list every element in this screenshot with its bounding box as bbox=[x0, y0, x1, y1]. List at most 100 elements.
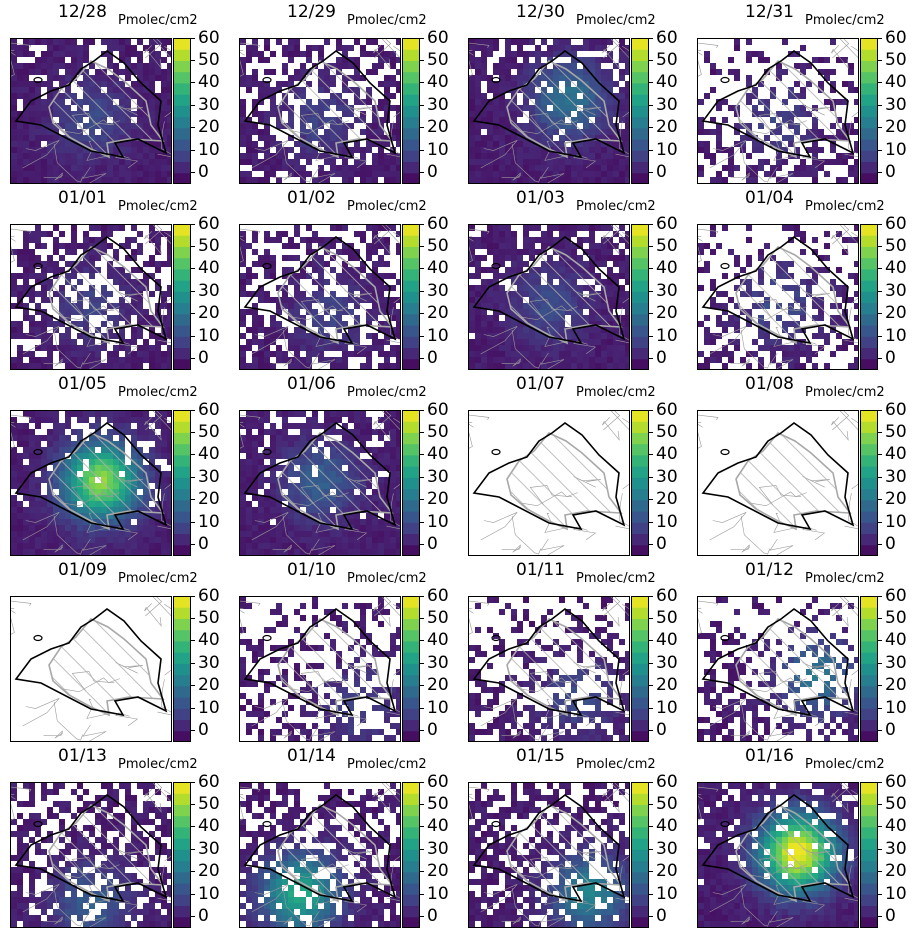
data-pixel bbox=[264, 117, 270, 123]
map-panel: 01/02 Pmolec/cm2 0 10 20 30 40 50 60 bbox=[229, 186, 459, 371]
data-pixel bbox=[547, 243, 553, 249]
data-pixel bbox=[475, 99, 481, 105]
data-pixel bbox=[155, 519, 161, 525]
data-pixel bbox=[53, 435, 59, 441]
data-pixel bbox=[276, 87, 282, 93]
data-pixel bbox=[384, 339, 390, 345]
data-pixel bbox=[95, 429, 101, 435]
data-pixel bbox=[384, 159, 390, 165]
colorbar-band bbox=[173, 302, 191, 315]
data-pixel bbox=[384, 333, 390, 339]
data-pixel bbox=[372, 249, 378, 255]
map-area bbox=[239, 38, 401, 184]
colorbar-band bbox=[173, 522, 191, 535]
data-pixel bbox=[499, 351, 505, 357]
data-pixel bbox=[300, 333, 306, 339]
colorbar-tick-text: 0 bbox=[198, 534, 209, 555]
data-pixel bbox=[613, 159, 619, 165]
data-pixel bbox=[583, 63, 589, 69]
data-pixel bbox=[107, 537, 113, 543]
data-pixel bbox=[23, 231, 29, 237]
colorbar-band bbox=[173, 116, 191, 129]
data-pixel bbox=[155, 477, 161, 483]
data-pixel bbox=[499, 57, 505, 63]
data-pixel bbox=[529, 345, 535, 351]
data-pixel bbox=[125, 165, 131, 171]
data-pixel bbox=[276, 285, 282, 291]
data-pixel bbox=[354, 345, 360, 351]
data-pixel bbox=[746, 153, 752, 159]
data-pixel bbox=[300, 165, 306, 171]
data-pixel bbox=[264, 345, 270, 351]
data-pixel bbox=[505, 177, 511, 183]
data-pixel bbox=[312, 153, 318, 159]
data-pixel bbox=[396, 309, 400, 315]
data-pixel bbox=[728, 57, 734, 63]
data-pixel bbox=[607, 93, 613, 99]
data-pixel bbox=[716, 303, 722, 309]
data-pixel bbox=[523, 225, 529, 231]
data-pixel bbox=[264, 153, 270, 159]
panel-date-title: 01/03 bbox=[516, 188, 565, 208]
data-pixel bbox=[318, 423, 324, 429]
data-pixel bbox=[264, 237, 270, 243]
panel-date-title: 01/05 bbox=[58, 374, 107, 394]
lake-outline bbox=[33, 262, 43, 270]
data-pixel bbox=[270, 447, 276, 453]
data-pixel bbox=[155, 435, 161, 441]
data-pixel bbox=[607, 87, 613, 93]
data-pixel bbox=[348, 447, 354, 453]
data-pixel bbox=[41, 459, 47, 465]
data-pixel bbox=[372, 345, 378, 351]
data-pixel bbox=[167, 363, 171, 369]
data-pixel bbox=[240, 129, 246, 135]
data-pixel bbox=[547, 357, 553, 363]
data-pixel bbox=[47, 363, 53, 369]
data-pixel bbox=[499, 75, 505, 81]
data-pixel bbox=[282, 453, 288, 459]
data-pixel bbox=[824, 267, 830, 273]
data-pixel bbox=[553, 45, 559, 51]
data-pixel bbox=[11, 153, 17, 159]
colorbar-band bbox=[860, 257, 878, 270]
data-pixel bbox=[324, 423, 330, 429]
data-pixel bbox=[396, 495, 400, 501]
data-pixel bbox=[607, 111, 613, 117]
data-pixel bbox=[704, 261, 710, 267]
data-pixel bbox=[276, 123, 282, 129]
data-pixel bbox=[583, 363, 589, 369]
data-pixel bbox=[848, 129, 854, 135]
data-pixel bbox=[499, 117, 505, 123]
data-pixel bbox=[65, 45, 71, 51]
data-pixel bbox=[125, 417, 131, 423]
data-pixel bbox=[137, 345, 143, 351]
data-pixel bbox=[29, 465, 35, 471]
data-pixel bbox=[23, 243, 29, 249]
colorbar-tick-label: 60 bbox=[191, 401, 220, 419]
data-pixel bbox=[282, 447, 288, 453]
data-pixel bbox=[613, 153, 619, 159]
data-pixel bbox=[848, 171, 854, 177]
data-pixel bbox=[854, 129, 858, 135]
data-pixel bbox=[107, 63, 113, 69]
data-pixel bbox=[306, 435, 312, 441]
data-pixel bbox=[59, 147, 65, 153]
data-pixel bbox=[469, 93, 475, 99]
data-pixel bbox=[125, 63, 131, 69]
data-pixel bbox=[89, 177, 95, 183]
data-pixel bbox=[41, 129, 47, 135]
data-pixel bbox=[318, 57, 324, 63]
colorbar-ticks: 0 10 20 30 40 50 60 bbox=[878, 215, 918, 370]
data-pixel bbox=[758, 357, 764, 363]
data-pixel bbox=[83, 39, 89, 45]
data-pixel bbox=[246, 141, 252, 147]
road-line bbox=[480, 140, 518, 169]
data-pixel bbox=[41, 273, 47, 279]
data-pixel bbox=[65, 531, 71, 537]
data-pixel bbox=[613, 255, 619, 261]
data-pixel bbox=[571, 231, 577, 237]
data-pixel bbox=[149, 453, 155, 459]
data-pixel bbox=[312, 45, 318, 51]
data-pixel bbox=[288, 75, 294, 81]
colorbar-band bbox=[173, 105, 191, 118]
